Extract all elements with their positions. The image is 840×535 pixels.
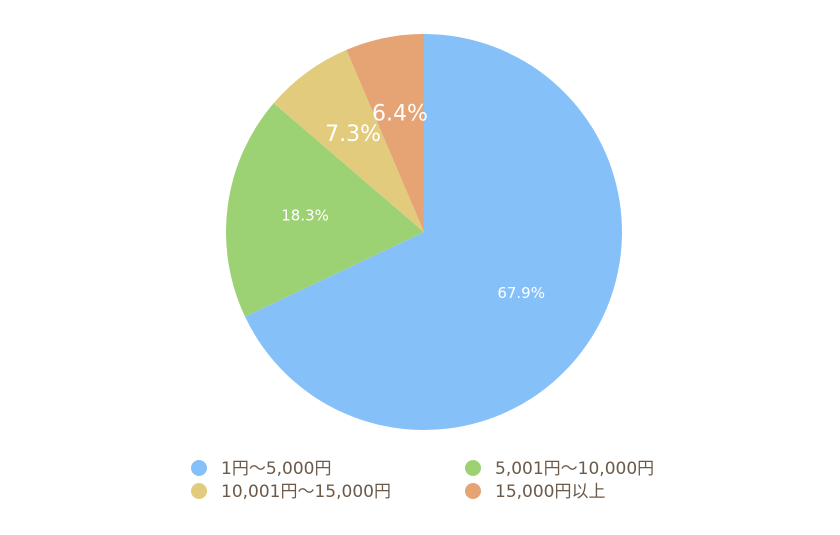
legend-marker: [191, 460, 207, 476]
legend-label: 1円〜5,000円: [221, 459, 331, 479]
value-label: 18.3%: [281, 207, 329, 225]
pie-slice: [245, 34, 623, 430]
pie-slice: [273, 49, 424, 232]
pie-slice: [226, 103, 424, 317]
legend-marker: [191, 483, 207, 499]
legend-label: 15,000円以上: [495, 482, 605, 502]
legend-label: 10,001円〜15,000円: [221, 482, 391, 502]
value-label: 6.4%: [372, 101, 428, 126]
value-label: 7.3%: [325, 122, 381, 147]
legend-marker: [465, 460, 481, 476]
legend-label: 5,001円〜10,000円: [495, 459, 654, 479]
legend-marker: [465, 483, 481, 499]
value-label: 67.9%: [497, 284, 545, 302]
pie-slice: [346, 34, 424, 232]
